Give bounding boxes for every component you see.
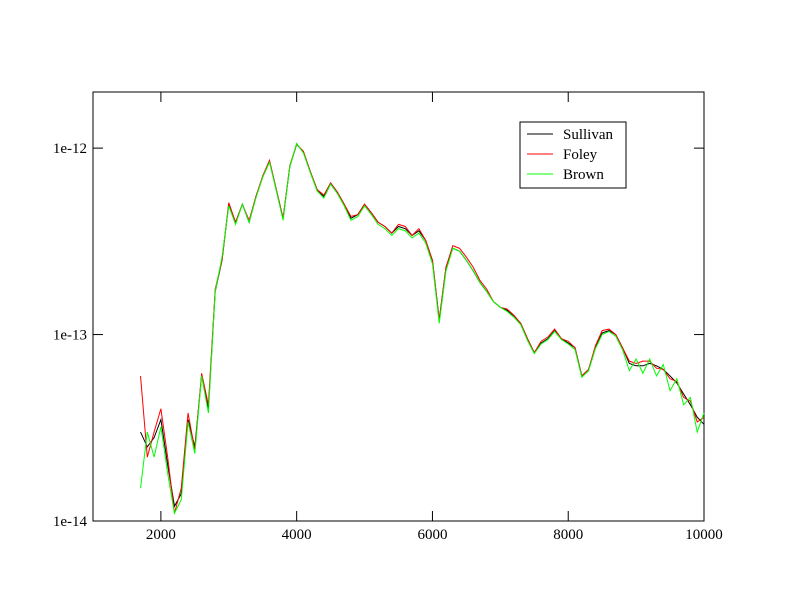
y-tick-label: 1e-14 [53,514,88,530]
series-line [140,143,705,508]
legend-label: Foley [563,147,598,163]
series-line [140,143,705,514]
x-tick-label: 2000 [146,527,176,543]
y-tick-label: 1e-12 [53,141,87,157]
x-tick-label: 10000 [685,527,723,543]
plot-frame [92,91,705,522]
legend-box [519,121,627,189]
y-tick-label: 1e-13 [53,328,87,344]
x-tick-label: 8000 [553,527,583,543]
legend-label: Sullivan [563,127,614,143]
x-tick-label: 4000 [282,527,312,543]
legend-label: Brown [563,167,604,183]
series-line [140,142,705,515]
x-tick-label: 6000 [417,527,447,543]
